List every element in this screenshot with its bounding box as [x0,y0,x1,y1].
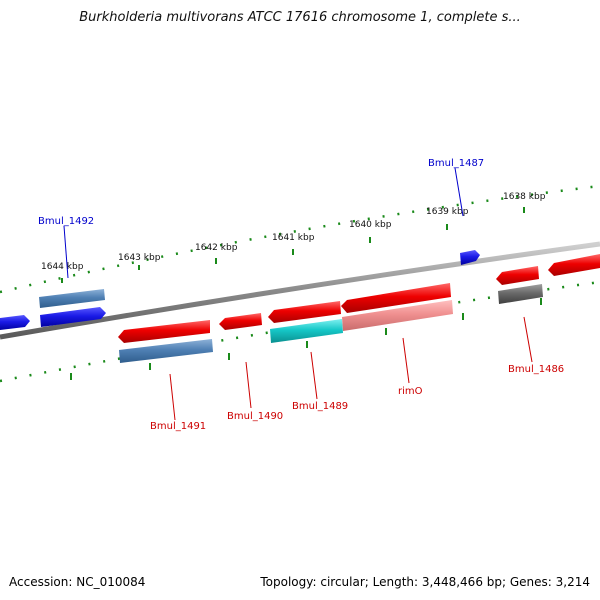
gene-bmul-1492-product-bar[interactable] [39,289,105,308]
leader-line-rimO [402,337,410,384]
forward-strand-features [0,250,480,330]
leader-line-bmul-1489 [310,351,318,400]
ruler-label: 1644 kbp [41,262,84,272]
accession-text: Accession: NC_010084 [9,575,146,589]
gene-label-bmul-1487[interactable]: Bmul_1487 [428,158,484,169]
gene-label-bmul-1491[interactable]: Bmul_1491 [150,421,206,432]
gene-bmul-1489-product-bar[interactable] [270,319,343,343]
gene-label-bmul-1486[interactable]: Bmul_1486 [508,364,564,375]
gene-label-rimO[interactable]: rimO [398,386,423,397]
gene-bmul-1487-arrow[interactable] [460,250,480,265]
gene-label-bmul-1489[interactable]: Bmul_1489 [292,401,348,412]
gene-bmul-1491-product-bar[interactable] [119,339,213,363]
unnamed-blue-gene-arrow[interactable] [0,315,30,330]
leader-line-bmul-1490 [245,361,252,409]
ruler-label: 1638 kbp [503,192,546,202]
gene-label-bmul-1492[interactable]: Bmul_1492 [38,216,94,227]
gene-label-bmul-1490[interactable]: Bmul_1490 [227,411,283,422]
map-title: Burkholderia multivorans ATCC 17616 chro… [79,10,521,25]
ruler-label: 1640 kbp [349,220,392,230]
gene-bmul-1486-arrow[interactable] [496,266,539,285]
leader-line-bmul-1492 [63,225,69,279]
leader-line-bmul-1487 [454,167,464,217]
ruler-label: 1639 kbp [426,207,469,217]
unnamed-red-gene-arrow[interactable] [548,254,600,276]
gene-bmul-1489-arrow[interactable] [268,301,341,323]
ruler-labels: 1638 kbp 1639 kbp 1640 kbp 1641 kbp 1642… [41,192,546,272]
gene-bmul-1486-product-bar[interactable] [498,284,543,304]
gene-labels: Bmul_1487 Bmul_1492 Bmul_1486 rimO Bmul_… [38,158,564,432]
gene-bmul-1491-arrow[interactable] [118,320,210,343]
genome-info-text: Topology: circular; Length: 3,448,466 bp… [260,575,590,589]
inner-ruler [0,280,600,383]
ruler-label: 1641 kbp [272,233,315,243]
ruler-label: 1643 kbp [118,253,161,263]
gene-rimO-arrow[interactable] [341,283,451,313]
outer-ruler [0,184,600,294]
chromosome-backbone [0,241,600,340]
gene-bmul-1492-arrow[interactable] [40,307,106,327]
gene-rimO-product-bar[interactable] [342,300,453,331]
leader-lines [63,167,533,421]
leader-line-bmul-1491 [169,373,176,421]
gene-bmul-1490-arrow[interactable] [219,313,262,330]
reverse-strand-features [118,254,600,363]
leader-line-bmul-1486 [523,316,533,363]
ruler-label: 1642 kbp [195,243,238,253]
